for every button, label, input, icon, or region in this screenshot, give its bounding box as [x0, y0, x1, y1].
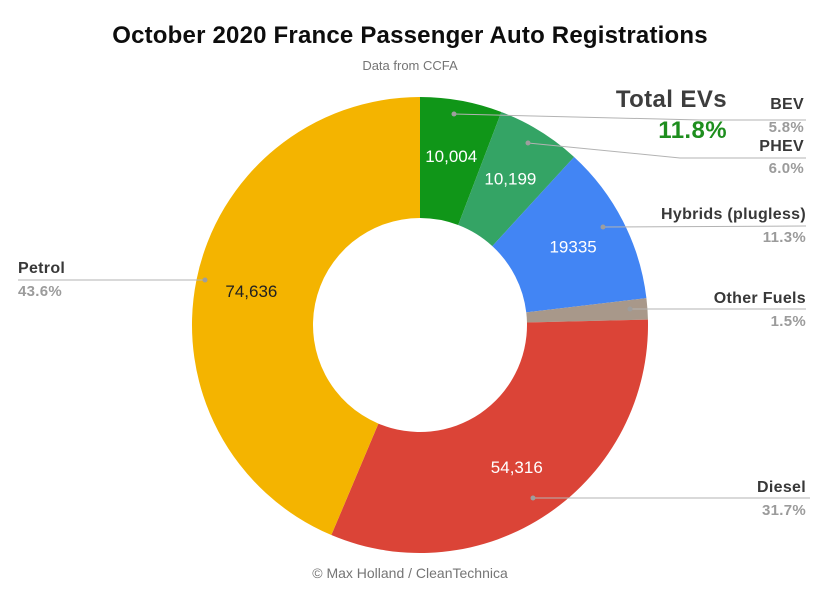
callout-other-fuels: Other Fuels 1.5%: [714, 290, 806, 330]
diesel-pct: 31.7%: [761, 501, 806, 519]
slice-value-petrol: 74,636: [225, 282, 277, 301]
leader-line-phev: [527, 142, 806, 159]
total-evs-label: Total EVs: [615, 86, 727, 113]
bev-pct: 5.8%: [768, 118, 804, 136]
callout-diesel: Diesel 31.7%: [757, 479, 806, 519]
chart-subtitle: Data from CCFA: [362, 58, 458, 73]
leader-dot-petrol: [202, 277, 208, 283]
slice-bev[interactable]: [420, 97, 502, 226]
callout-hybrids: Hybrids (plugless) 11.3%: [661, 206, 806, 246]
leader-dot-hybrids: [600, 224, 606, 230]
phev-label: PHEV: [759, 138, 804, 155]
petrol-label: Petrol: [18, 260, 66, 277]
slice-phev[interactable]: [458, 112, 575, 247]
leader-line-bev: [453, 113, 806, 121]
page-title: October 2020 France Passenger Auto Regis…: [112, 22, 708, 49]
callout-phev: PHEV 6.0%: [759, 138, 804, 177]
slice-value-diesel: 54,316: [491, 458, 543, 477]
bev-label: BEV: [770, 96, 804, 113]
other-fuels-pct: 1.5%: [770, 312, 806, 330]
phev-pct: 6.0%: [768, 159, 804, 177]
leader-dot-diesel: [530, 495, 536, 501]
hybrids-label: Hybrids (plugless): [661, 206, 806, 223]
leader-dot-phev: [525, 140, 531, 146]
callout-total-evs: Total EVs 11.8%: [615, 86, 727, 145]
slice-petrol[interactable]: [191, 97, 420, 536]
slice-value-phev: 10,199: [484, 170, 536, 189]
credit-line: © Max Holland / CleanTechnica: [312, 565, 508, 581]
slice-value-bev: 10,004: [425, 147, 477, 166]
slice-hybrids[interactable]: [492, 156, 647, 313]
callout-petrol: Petrol 43.6%: [18, 260, 65, 300]
petrol-pct: 43.6%: [18, 282, 63, 300]
callout-bev: BEV 5.8%: [769, 96, 804, 136]
other-fuels-label: Other Fuels: [713, 290, 806, 307]
leader-dot-other: [627, 306, 633, 312]
slice-value-hybrids: 19335: [549, 238, 596, 257]
diesel-label: Diesel: [757, 479, 806, 496]
hybrids-pct: 11.3%: [762, 228, 806, 246]
total-evs-value: 11.8%: [658, 117, 727, 145]
slice-diesel[interactable]: [331, 319, 649, 554]
slice-other[interactable]: [526, 298, 648, 323]
leader-line-hybrids: [602, 225, 807, 228]
leader-dot-bev: [451, 111, 457, 117]
